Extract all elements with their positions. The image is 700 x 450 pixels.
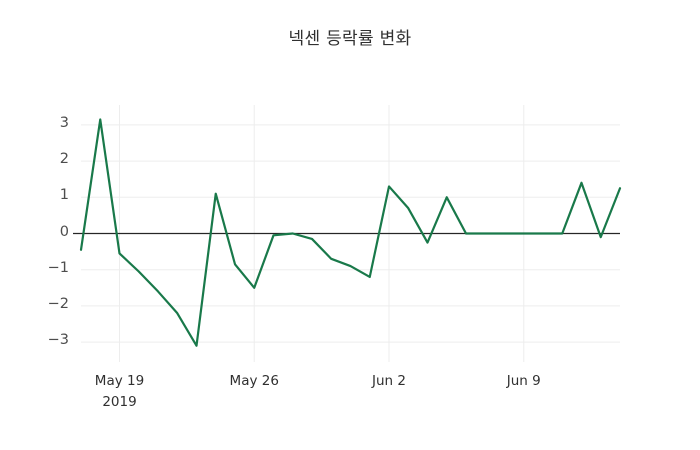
x-axis-tick-label: May 26: [229, 373, 279, 389]
x-axis-tick-sublabel: 2019: [102, 394, 137, 410]
chart-title: 넥센 등락률 변화: [288, 29, 412, 49]
y-axis-tick-label: 3: [59, 114, 69, 131]
y-axis-tick-label: 2: [59, 151, 69, 168]
x-axis-tick-label: Jun 2: [372, 373, 406, 389]
y-axis-tick-label: 1: [59, 187, 69, 204]
data-series-group: [79, 118, 622, 347]
x-axis-tick-label: Jun 9: [506, 373, 541, 389]
x-axis-tick-label: May 19: [94, 373, 145, 389]
y-axis-tick-label: −3: [47, 332, 69, 349]
series-line: [79, 118, 622, 347]
y-axis-tick-label: 0: [59, 223, 69, 240]
y-axis-tick-label: −2: [47, 295, 69, 312]
y-axis-tick-label: −1: [47, 259, 69, 276]
